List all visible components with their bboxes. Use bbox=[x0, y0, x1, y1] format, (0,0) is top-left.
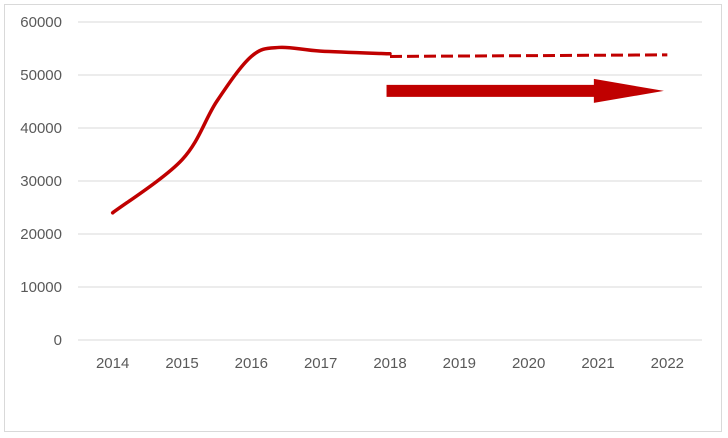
x-tick-label: 2016 bbox=[235, 355, 268, 372]
y-tick-label: 20000 bbox=[20, 226, 62, 243]
x-tick-label: 2015 bbox=[165, 355, 198, 372]
x-tick-label: 2021 bbox=[581, 355, 614, 372]
x-tick-label: 2019 bbox=[443, 355, 476, 372]
y-tick-label: 60000 bbox=[20, 14, 62, 31]
x-axis-ticks: 2014 2015 2016 2017 2018 2019 2020 2021 2022 bbox=[96, 355, 684, 372]
y-tick-label: 0 bbox=[54, 332, 62, 349]
y-axis-ticks: 0 10000 20000 30000 40000 50000 60000 bbox=[20, 14, 62, 349]
series-lines bbox=[110, 45, 668, 215]
series-line-dashed bbox=[389, 53, 668, 58]
gridlines bbox=[78, 21, 702, 341]
series-line-solid bbox=[110, 45, 392, 215]
y-tick-label: 50000 bbox=[20, 67, 62, 84]
x-tick-label: 2020 bbox=[512, 355, 545, 372]
y-tick-label: 30000 bbox=[20, 173, 62, 190]
x-tick-label: 2017 bbox=[304, 355, 337, 372]
x-tick-label: 2018 bbox=[373, 355, 406, 372]
arrow-shape bbox=[386, 78, 664, 103]
y-tick-label: 40000 bbox=[20, 120, 62, 137]
y-tick-label: 10000 bbox=[20, 279, 62, 296]
x-tick-label: 2014 bbox=[96, 355, 129, 372]
x-tick-label: 2022 bbox=[651, 355, 684, 372]
trend-arrow bbox=[386, 78, 664, 103]
